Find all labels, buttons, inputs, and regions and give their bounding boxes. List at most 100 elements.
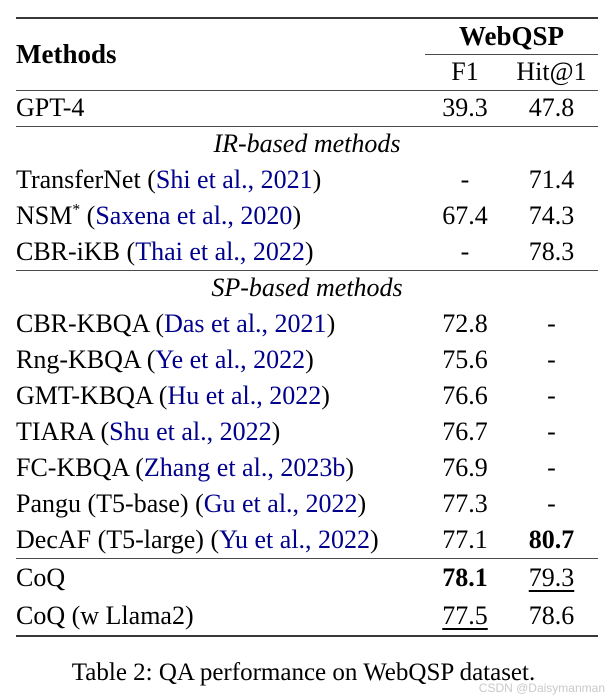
header-row-group: Methods WebQSP: [16, 18, 598, 69]
f1-value-text: 76.6: [442, 381, 488, 410]
hit1-value-text: -: [547, 345, 556, 374]
citation-link[interactable]: Thai et al., 2022: [135, 236, 305, 266]
hit1-value-text: 47.8: [528, 93, 575, 122]
hit1-value-text: 78.6: [528, 601, 575, 630]
hit1-value: 78.6: [505, 597, 598, 636]
citation-paren-open: (: [188, 489, 204, 518]
table-row: CoQ (w Llama2) 77.5 78.6: [16, 597, 598, 636]
method-name: Rng-KBQA: [16, 345, 141, 374]
method-name: Pangu (T5-base): [16, 489, 189, 518]
f1-value: 76.6: [425, 378, 505, 414]
citation-link[interactable]: Gu et al., 2022: [203, 489, 358, 518]
f1-value: 78.1: [425, 557, 505, 597]
f1-value: 75.6: [425, 342, 505, 378]
col-header-methods: Methods: [16, 38, 117, 69]
hit1-value: -: [505, 342, 598, 378]
hit1-value-text: -: [547, 309, 556, 338]
f1-value: 77.1: [425, 522, 505, 558]
f1-value-text: 77.5: [442, 601, 488, 630]
method-name: FC-KBQA: [16, 453, 129, 482]
hit1-value-text: -: [547, 489, 556, 518]
method-superscript: *: [72, 201, 81, 219]
citation-paren-close: ): [271, 417, 281, 446]
f1-value-text: 75.6: [442, 345, 488, 374]
citation-link[interactable]: Shu et al., 2022: [109, 417, 272, 446]
citation-paren-close: ): [370, 524, 379, 554]
section-header-row: SP-based methods: [16, 269, 598, 306]
f1-value-text: 39.3: [442, 93, 488, 122]
table-row: CBR-KBQA (Das et al., 2021) 72.8 -: [16, 306, 598, 342]
citation-paren-open: (: [203, 524, 220, 554]
hit1-value: 80.7: [505, 522, 598, 558]
citation-link[interactable]: Ye et al., 2022: [155, 345, 306, 374]
f1-value-text: 77.3: [442, 489, 488, 518]
hit1-value: 47.8: [505, 89, 598, 126]
citation-link[interactable]: Zhang et al., 2023b: [143, 453, 346, 482]
section-header-row: IR-based methods: [16, 125, 598, 162]
section-header-label: SP-based methods: [16, 269, 598, 306]
method-cell: DecAF (T5-large) (Yu et al., 2022): [16, 522, 425, 558]
citation-paren-close: ): [312, 165, 322, 194]
table-row: GMT-KBQA (Hu et al., 2022) 76.6 -: [16, 378, 598, 414]
hit1-value: -: [505, 306, 598, 342]
f1-value: 77.3: [425, 486, 505, 522]
method-name: DecAF (T5-large): [16, 524, 204, 554]
col-header-webqsp: WebQSP: [425, 18, 598, 55]
table-caption: Table 2: QA performance on WebQSP datase…: [71, 659, 536, 686]
method-name: TIARA: [16, 417, 94, 446]
hit1-value: 71.4: [505, 162, 598, 198]
f1-value: 76.9: [425, 450, 505, 486]
table-row: NSM* (Saxena et al., 2020) 67.4 74.3: [16, 198, 598, 234]
hit1-value: -: [505, 414, 598, 450]
f1-value-text: 67.4: [442, 201, 488, 230]
citation-link[interactable]: Saxena et al., 2020: [95, 201, 293, 230]
citation-paren-open: (: [140, 165, 156, 194]
hit1-value: -: [505, 378, 598, 414]
hit1-value-text: -: [547, 453, 556, 482]
table-body: GPT-4 39.3 47.8 IR-based methods TransferNet…: [16, 89, 598, 636]
method-name: NSM: [16, 201, 73, 230]
hit1-value: 78.3: [505, 234, 598, 270]
hit1-value: -: [505, 486, 598, 522]
table-row: Pangu (T5-base) (Gu et al., 2022) 77.3 -: [16, 486, 598, 522]
hit1-value-text: 78.3: [528, 236, 575, 266]
citation-link[interactable]: Hu et al., 2022: [167, 381, 322, 410]
table-row: FC-KBQA (Zhang et al., 2023b) 76.9 -: [16, 450, 598, 486]
section-header-label: IR-based methods: [16, 125, 598, 162]
citation-link[interactable]: Das et al., 2021: [164, 309, 327, 338]
citation-paren-close: ): [326, 309, 336, 338]
citation-paren-close: ): [345, 453, 354, 482]
f1-value: 76.7: [425, 414, 505, 450]
citation-paren-close: ): [292, 201, 302, 230]
table-row: CBR-iKB (Thai et al., 2022) - 78.3: [16, 234, 598, 270]
citation-paren-open: (: [120, 236, 136, 266]
citation-paren-open: (: [140, 345, 156, 374]
citation-paren-open: (: [152, 381, 168, 410]
hit1-value-text: 80.7: [528, 524, 575, 554]
table-row: DecAF (T5-large) (Yu et al., 2022) 77.1 80…: [16, 522, 598, 558]
method-name: CoQ: [16, 562, 66, 592]
table-row: TIARA (Shu et al., 2022) 76.7 -: [16, 414, 598, 450]
method-name: GPT-4: [16, 93, 85, 122]
results-table: Methods WebQSP F1 Hit@1 GPT-4 39.3 47.8 IR-…: [16, 17, 598, 637]
method-cell: CoQ: [16, 557, 425, 597]
method-cell: NSM* (Saxena et al., 2020): [16, 198, 425, 234]
f1-value-text: 77.1: [442, 524, 488, 554]
method-cell: Pangu (T5-base) (Gu et al., 2022): [16, 486, 425, 522]
table-row: CoQ 78.1 79.3: [16, 557, 598, 597]
method-name: TransferNet: [16, 165, 141, 194]
method-cell: CoQ (w Llama2): [16, 597, 425, 636]
col-header-hit1: Hit@1: [516, 57, 587, 86]
f1-value: 72.8: [425, 306, 505, 342]
hit1-value: 79.3: [505, 557, 598, 597]
citation-link[interactable]: Shi et al., 2021: [155, 165, 313, 194]
citation-paren-close: ): [305, 345, 314, 374]
hit1-value: 74.3: [505, 198, 598, 234]
watermark: CSDN @Daisymanman: [478, 681, 605, 695]
f1-value: 39.3: [425, 89, 505, 126]
method-cell: CBR-KBQA (Das et al., 2021): [16, 306, 425, 342]
citation-paren-close: ): [357, 489, 367, 518]
citation-link[interactable]: Yu et al., 2022: [219, 524, 371, 554]
hit1-value-text: -: [547, 381, 556, 410]
